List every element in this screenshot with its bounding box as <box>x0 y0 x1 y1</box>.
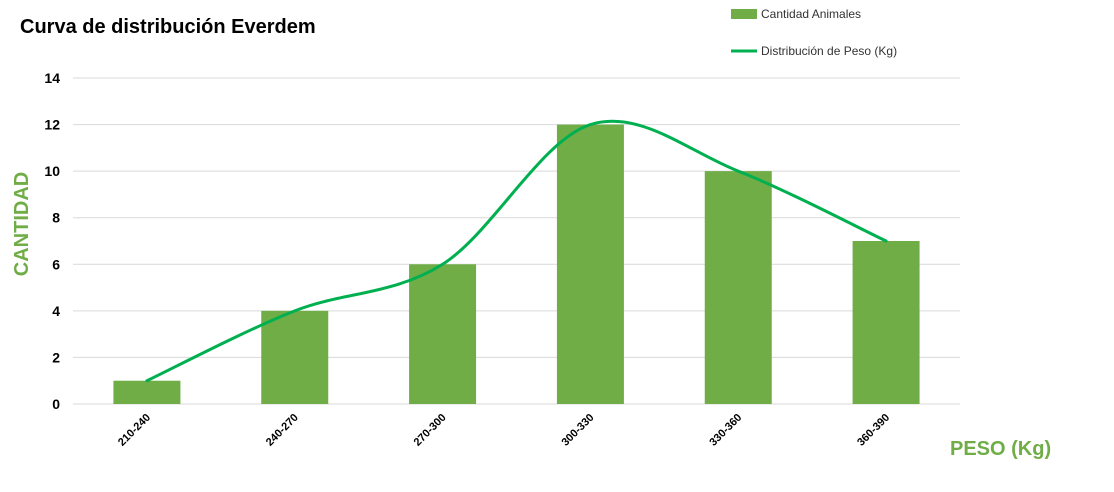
bars <box>113 124 920 405</box>
x-axis-label: PESO (Kg) <box>950 438 1051 460</box>
x-tick-label: 300-330 <box>560 412 597 449</box>
y-tick-label: 6 <box>52 256 60 272</box>
bar-360-390 <box>852 241 920 404</box>
bar-240-270 <box>261 310 329 404</box>
x-tick-label: 240-270 <box>264 412 301 449</box>
y-tick-label: 8 <box>52 210 60 226</box>
bar-270-300 <box>409 264 477 404</box>
x-tick-label: 270-300 <box>412 412 449 449</box>
x-tick-label: 360-390 <box>855 412 892 449</box>
y-tick-label: 2 <box>52 349 60 365</box>
y-tick-label: 14 <box>44 70 60 86</box>
x-tick-label: 330-360 <box>707 412 744 449</box>
x-axis-ticks: 210-240 240-270 270-300 300-330 330-360 360-3… <box>116 412 892 449</box>
gridlines <box>73 77 960 405</box>
y-tick-label: 4 <box>52 303 60 319</box>
x-tick-label: 210-240 <box>116 412 153 449</box>
legend-swatch-bar <box>731 9 757 19</box>
legend-label-line: Distribución de Peso (Kg) <box>761 44 897 58</box>
legend: Cantidad Animales Distribución de Peso (… <box>731 7 897 58</box>
bar-210-240 <box>113 380 181 404</box>
y-tick-label: 10 <box>44 163 60 179</box>
bar-300-330 <box>556 124 624 405</box>
chart-title: Curva de distribución Everdem <box>20 16 316 38</box>
bar-330-360 <box>704 171 772 404</box>
y-tick-label: 12 <box>44 117 60 133</box>
y-tick-label: 0 <box>52 396 60 412</box>
series-line-distribucion-de-peso <box>145 119 888 383</box>
y-axis-ticks: 0 2 4 6 8 10 12 14 <box>44 70 60 412</box>
legend-label-bar: Cantidad Animales <box>761 7 861 21</box>
y-axis-label: CANTIDAD <box>11 172 33 276</box>
